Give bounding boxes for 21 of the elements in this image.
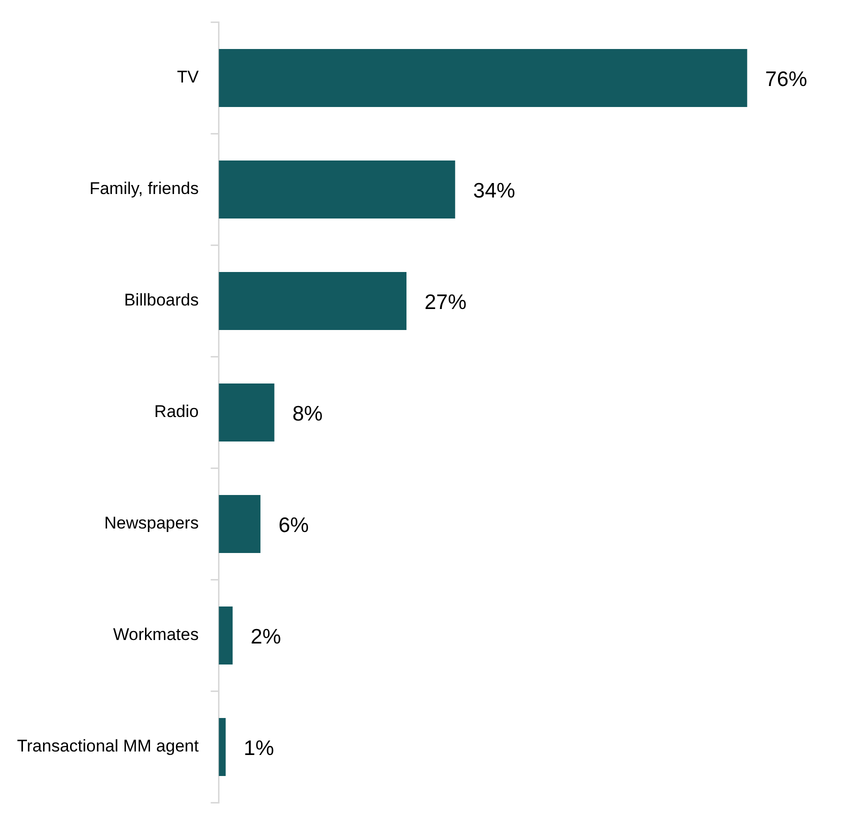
- y-tick-label: Workmates: [113, 625, 199, 644]
- y-tick-label: Billboards: [124, 290, 199, 310]
- y-tick-label: Radio: [154, 402, 199, 422]
- bar: [218, 495, 260, 554]
- data-label: 2%: [250, 625, 281, 648]
- bar: [218, 384, 274, 442]
- bar: [218, 718, 226, 776]
- bar: [218, 272, 406, 330]
- bar: [218, 606, 233, 665]
- data-label: 1%: [244, 736, 274, 760]
- data-label: 6%: [278, 514, 309, 537]
- y-tick-label: TV: [176, 68, 200, 87]
- y-tick-label: Newspapers: [104, 514, 199, 533]
- data-label: 76%: [765, 68, 808, 91]
- y-tick-label: Transactional MM agent: [16, 736, 199, 756]
- data-label: 8%: [292, 402, 323, 426]
- bar: [218, 160, 456, 218]
- data-label: 34%: [473, 179, 516, 202]
- bar: [218, 48, 748, 107]
- data-label: 27%: [424, 290, 466, 314]
- y-tick-label: Family, friends: [89, 179, 199, 198]
